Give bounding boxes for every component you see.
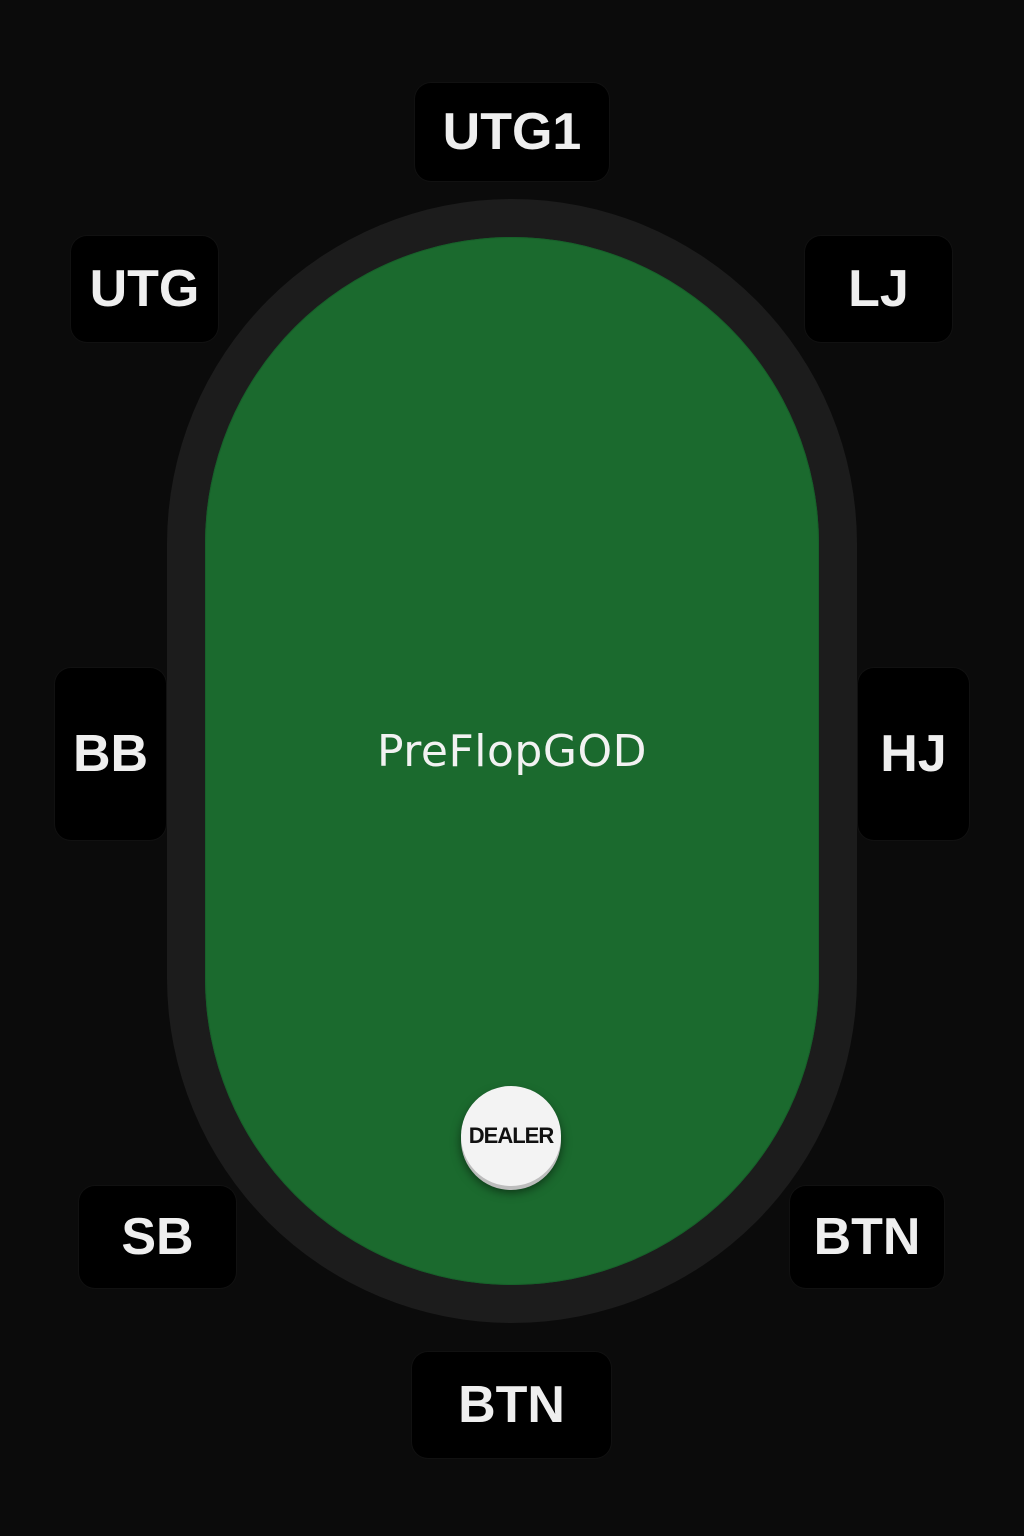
- seat-btn-bottom[interactable]: BTN: [412, 1352, 611, 1458]
- seat-label: BB: [72, 725, 149, 783]
- dealer-button: DEALER: [461, 1086, 561, 1186]
- seat-utg1[interactable]: UTG1: [415, 83, 609, 181]
- seat-label: BTN: [458, 1376, 565, 1434]
- seat-lj[interactable]: LJ: [805, 236, 952, 342]
- seat-label: LJ: [848, 260, 909, 318]
- seat-hj[interactable]: HJ: [858, 668, 969, 840]
- seat-bb[interactable]: BB: [55, 668, 166, 840]
- seat-label: HJ: [880, 725, 947, 783]
- dealer-label: DEALER: [468, 1123, 554, 1148]
- seat-btn-right[interactable]: BTN: [790, 1186, 944, 1288]
- seat-label: UTG: [89, 260, 200, 318]
- seat-label: BTN: [813, 1208, 921, 1266]
- seat-label: SB: [121, 1208, 194, 1266]
- brand-title: PreFlopGOD: [377, 726, 647, 777]
- seat-sb[interactable]: SB: [79, 1186, 236, 1288]
- seat-utg[interactable]: UTG: [71, 236, 218, 342]
- seat-label: UTG1: [442, 103, 582, 161]
